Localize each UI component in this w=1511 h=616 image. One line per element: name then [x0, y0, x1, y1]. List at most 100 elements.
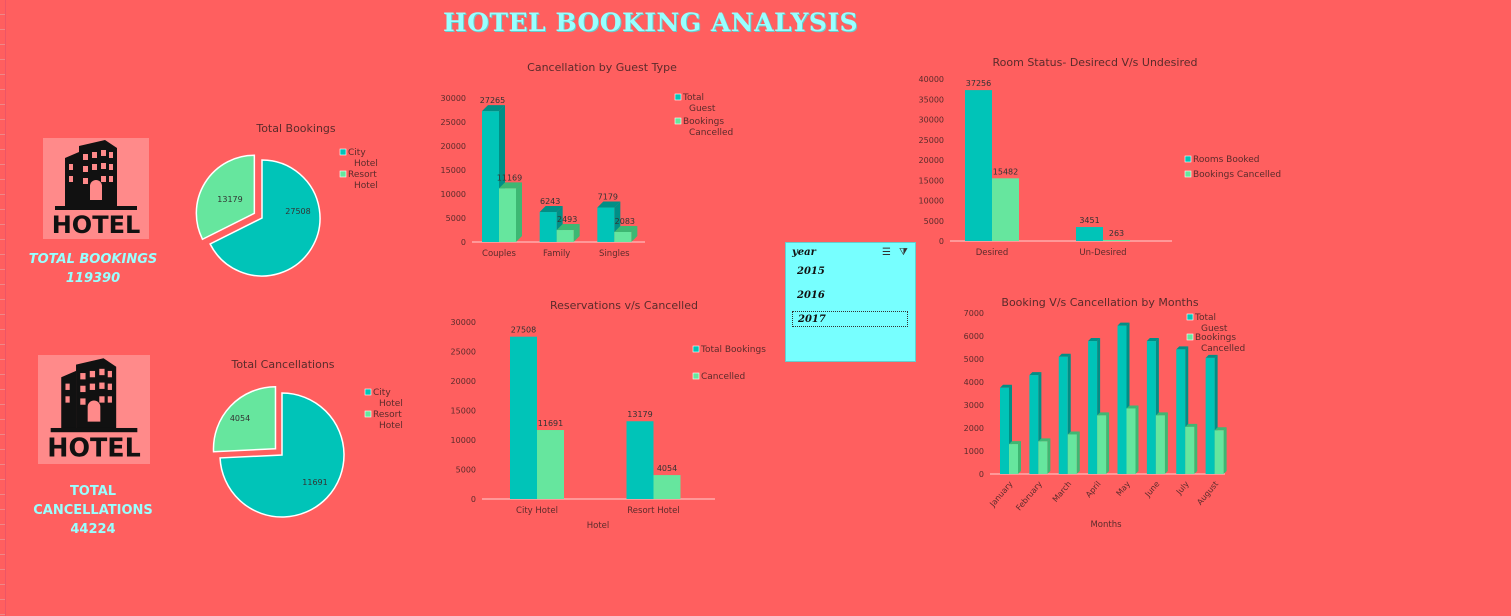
legend-swatch — [1186, 313, 1194, 321]
y-tick-label: 5000 — [964, 355, 984, 364]
legend-swatch — [1184, 155, 1192, 163]
bar-top — [597, 201, 621, 208]
slicer-item-2017[interactable]: 2017 — [792, 311, 908, 327]
legend-swatch — [674, 93, 682, 101]
y-tick-label: 5000 — [446, 214, 466, 223]
x-tick-label: Un-Desired — [1079, 248, 1126, 258]
bar-top — [499, 182, 522, 189]
x-axis-label: Hotel — [587, 521, 610, 531]
bar-top — [1185, 423, 1198, 427]
legend-label: Resort Hotel — [348, 170, 378, 191]
kpi-total-bookings-label: TOTAL BOOKINGS — [28, 252, 158, 267]
pie-data-label: 13179 — [217, 195, 242, 204]
y-tick-label: 5000 — [456, 466, 476, 475]
bar — [1146, 341, 1156, 474]
bar-data-label: 263 — [1109, 229, 1124, 238]
pie-slice — [212, 386, 277, 453]
bar-top — [1058, 353, 1071, 357]
x-tick-label: City Hotel — [516, 506, 558, 516]
x-tick-label: June — [1143, 479, 1162, 499]
y-tick-label: 35000 — [919, 95, 944, 104]
x-tick-label: February — [1014, 479, 1044, 512]
x-tick-label: Couples — [482, 249, 517, 259]
bar-data-label: 2083 — [615, 217, 635, 226]
reservations-bar-chart: Reservations v/s Cancelled 0 5000 10000 1500… — [451, 299, 767, 531]
y-tick-label: 5000 — [924, 217, 944, 226]
bar — [1126, 408, 1136, 474]
slicer-item-2015[interactable]: 2015 — [797, 266, 825, 277]
bar-side — [1047, 438, 1051, 474]
x-tick-label: Singles — [599, 249, 630, 259]
bar-top — [1126, 405, 1139, 409]
y-tick-label: 20000 — [919, 156, 944, 165]
bar — [1038, 441, 1048, 474]
y-tick-label: 30000 — [441, 94, 466, 103]
y-tick-label: 0 — [471, 495, 476, 504]
bar-top — [1038, 438, 1051, 442]
bar — [1214, 430, 1224, 474]
bar — [1205, 357, 1215, 474]
y-tick-label: 20000 — [451, 377, 476, 386]
clear-filter-icon[interactable]: ⧩ — [899, 247, 908, 258]
bar — [537, 430, 564, 499]
hotel-building-icon: HOTEL — [52, 140, 140, 239]
legend-swatch — [339, 170, 347, 178]
bar-top — [1214, 427, 1227, 431]
bar — [965, 90, 992, 241]
total-cancellations-pie-chart: Total Cancellations 11691 4054 City HotelRes… — [212, 358, 403, 518]
hotel-logo-bookings: HOTEL — [43, 138, 149, 239]
chart-title: Booking V/s Cancellation by Months — [1001, 296, 1198, 309]
bar-data-label: 6243 — [540, 197, 560, 206]
y-tick-label: 25000 — [919, 136, 944, 145]
bar-top — [1205, 354, 1218, 358]
bar — [1000, 387, 1009, 474]
y-tick-label: 15000 — [451, 407, 476, 416]
kpi-total-bookings: TOTAL BOOKINGS 119390 — [18, 250, 168, 288]
x-axis-label: Months — [1090, 520, 1122, 530]
chart-title: Reservations v/s Cancelled — [550, 299, 698, 312]
chart-title: Room Status- Desirecd V/s Undesired — [993, 56, 1198, 69]
bar-top — [1097, 412, 1110, 416]
y-tick-label: 0 — [461, 238, 466, 247]
y-tick-label: 10000 — [919, 197, 944, 206]
x-tick-label: April — [1084, 480, 1103, 500]
chart-title: Total Cancellations — [230, 358, 334, 371]
bar-side — [1106, 412, 1110, 474]
y-tick-label: 3000 — [964, 401, 984, 410]
y-tick-label: 40000 — [919, 75, 944, 84]
pie-slice — [209, 159, 321, 277]
bar — [556, 230, 574, 242]
legend-swatch — [1184, 170, 1192, 178]
x-tick-label: March — [1051, 480, 1074, 504]
bar — [1185, 426, 1195, 474]
pie-data-label: 11691 — [302, 478, 327, 487]
legend-swatch — [364, 410, 372, 418]
y-tick-label: 2000 — [964, 424, 984, 433]
pie-slice — [219, 392, 345, 518]
bar-top — [1088, 338, 1101, 342]
bar-top — [614, 226, 638, 233]
legend-label: Rooms Booked — [1193, 155, 1260, 165]
bar-data-label: 7179 — [598, 193, 618, 202]
y-tick-label: 30000 — [919, 116, 944, 125]
bar — [1058, 356, 1068, 474]
slicer-item-2016[interactable]: 2016 — [797, 290, 825, 301]
legend-label: Total Guest — [682, 93, 716, 114]
bar-data-label: 3451 — [1079, 216, 1099, 225]
bar-side — [1194, 423, 1198, 474]
pie-slice — [195, 154, 256, 241]
year-slicer[interactable]: year ☰ ⧩ 2015 2016 2017 — [785, 242, 916, 362]
bar-side — [1164, 412, 1168, 474]
bar — [1117, 325, 1127, 474]
chart-title: Cancellation by Guest Type — [527, 61, 677, 74]
y-tick-label: 4000 — [964, 378, 984, 387]
bar-data-label: 37256 — [966, 79, 991, 88]
bar-data-label: 27508 — [511, 326, 536, 335]
legend-label: Cancelled — [701, 372, 745, 382]
bar — [614, 232, 632, 242]
chart-title: Total Bookings — [255, 122, 336, 135]
bar — [1076, 227, 1103, 241]
bar — [1088, 341, 1098, 474]
multi-select-icon[interactable]: ☰ — [882, 247, 891, 258]
